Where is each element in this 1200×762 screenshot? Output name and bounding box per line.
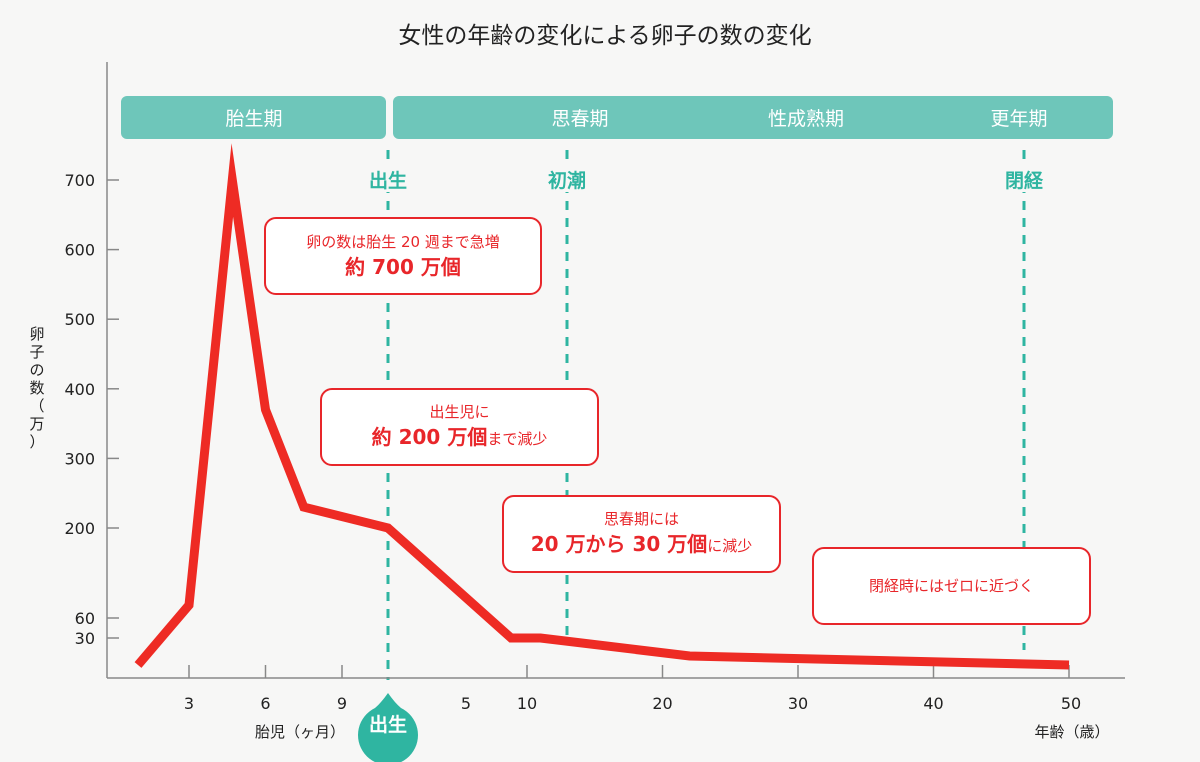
annotation-puberty-suffix: に減少 <box>707 537 753 555</box>
annotation-peak-line2: 約 700 万個 <box>345 255 461 279</box>
x-tick-label: 50 <box>1061 694 1081 713</box>
y-tick-label: 600 <box>64 241 95 260</box>
y-tick-label: 700 <box>64 171 95 190</box>
phase-label-menopause: 更年期 <box>990 108 1047 130</box>
annotation-birth-line1: 出生児に <box>429 403 490 421</box>
y-axis-label-char: ） <box>29 433 45 451</box>
oocyte-count-line <box>134 143 1070 670</box>
y-tick-label: 300 <box>64 449 95 468</box>
annotation-puberty-line1: 思春期には <box>603 510 679 528</box>
phase-label-fetal: 胎生期 <box>225 108 282 130</box>
annotation-menopause: 閉経時にはゼロに近づく <box>812 547 1091 625</box>
event-label-menarche: 初潮 <box>548 169 586 192</box>
annotation-puberty: 思春期には 20 万から 30 万個に減少 <box>502 495 781 573</box>
x-tick-label: 5 <box>461 694 471 713</box>
event-label-bg-menarche <box>537 166 597 192</box>
x-tick-label: 30 <box>788 694 808 713</box>
y-axis-label-char: （ <box>29 397 45 415</box>
x-tick-label: 40 <box>923 694 943 713</box>
x-tick-label: 6 <box>260 694 270 713</box>
x-axis-label-age: 年齢（歳） <box>1034 723 1109 741</box>
phase-bar-postnatal <box>393 96 1113 139</box>
birth-marker-badge <box>358 693 418 762</box>
x-tick-label: 9 <box>337 694 347 713</box>
y-tick-label: 200 <box>64 519 95 538</box>
y-axis-label-char: 数 <box>29 379 45 397</box>
y-axis-label-char: 万 <box>29 415 45 433</box>
x-tick-label: 10 <box>517 694 537 713</box>
event-label-birth: 出生 <box>369 169 407 192</box>
event-label-bg-birth <box>358 166 418 192</box>
y-tick-label: 60 <box>75 609 95 628</box>
x-axis-label-fetal: 胎児（ヶ月） <box>255 723 345 741</box>
phase-label-puberty: 思春期 <box>551 108 608 130</box>
annotation-birth-line2: 約 200 万個 <box>371 425 488 449</box>
annotation-peak: 卵の数は胎生 20 週まで急増 約 700 万個 <box>264 217 542 295</box>
phase-label-maturity: 性成熟期 <box>768 108 844 130</box>
y-tick-label: 500 <box>64 310 95 329</box>
annotation-peak-line1: 卵の数は胎生 20 週まで急増 <box>306 233 500 251</box>
annotation-puberty-line2: 20 万から 30 万個 <box>530 532 708 556</box>
y-tick-label: 400 <box>64 380 95 399</box>
event-label-menopause: 閉経 <box>1005 169 1044 192</box>
y-axis-label-char: の <box>29 361 45 379</box>
x-tick-label: 3 <box>184 694 194 713</box>
y-axis-label: 卵子の数（万） <box>28 325 46 451</box>
event-label-bg-menopause <box>994 166 1054 192</box>
y-axis-label-char: 子 <box>29 343 45 361</box>
y-axis-label-char: 卵 <box>29 325 45 343</box>
y-tick-label: 30 <box>75 629 95 648</box>
x-tick-label: 20 <box>652 694 672 713</box>
x-axis-ticks: 3 6 9 5 10 20 30 40 50 <box>184 665 1081 713</box>
annotation-menopause-line1: 閉経時にはゼロに近づく <box>868 577 1034 595</box>
phase-bar-fetal <box>121 96 386 139</box>
birth-marker-label: 出生 <box>369 713 407 736</box>
annotation-birth-suffix: まで減少 <box>487 430 548 448</box>
annotation-birth: 出生児に 約 200 万個まで減少 <box>320 388 599 466</box>
chart-title: 女性の年齢の変化による卵子の数の変化 <box>398 23 811 49</box>
